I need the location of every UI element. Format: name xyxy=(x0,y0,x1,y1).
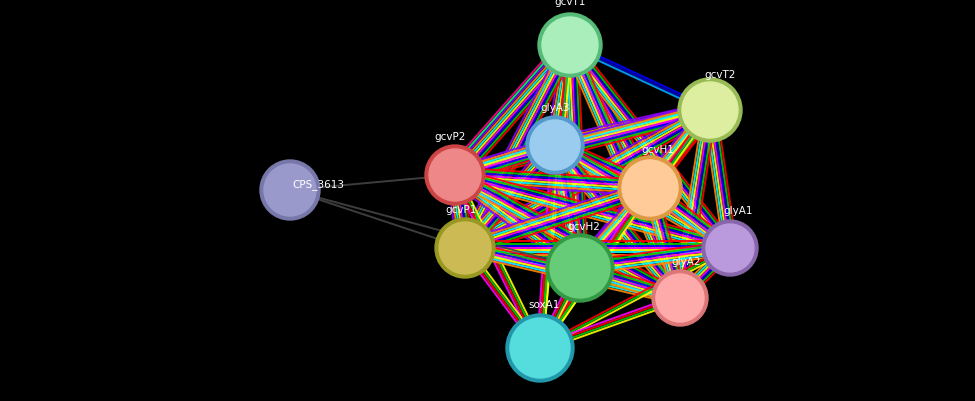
Circle shape xyxy=(652,270,708,326)
Circle shape xyxy=(538,13,602,77)
Text: glyA3: glyA3 xyxy=(540,103,569,113)
Circle shape xyxy=(264,164,316,216)
Circle shape xyxy=(526,116,584,174)
Circle shape xyxy=(702,220,758,276)
Circle shape xyxy=(510,318,570,378)
Text: gcvP2: gcvP2 xyxy=(434,132,466,142)
Text: gcvP1: gcvP1 xyxy=(446,205,477,215)
Circle shape xyxy=(656,274,704,322)
Circle shape xyxy=(429,149,481,201)
Text: gcvH2: gcvH2 xyxy=(567,222,601,232)
Text: glyA1: glyA1 xyxy=(723,206,753,216)
Text: glyA2: glyA2 xyxy=(671,257,701,267)
Circle shape xyxy=(618,156,682,220)
Circle shape xyxy=(435,218,495,278)
Circle shape xyxy=(506,314,574,382)
Text: soxA1: soxA1 xyxy=(528,300,560,310)
Circle shape xyxy=(678,78,742,142)
Circle shape xyxy=(546,234,614,302)
Circle shape xyxy=(542,17,598,73)
Text: gcvT2: gcvT2 xyxy=(704,70,736,80)
Circle shape xyxy=(550,238,610,298)
Circle shape xyxy=(682,82,738,138)
Circle shape xyxy=(425,145,485,205)
Text: gcvH1: gcvH1 xyxy=(642,145,675,155)
Circle shape xyxy=(439,222,491,274)
Text: CPS_3613: CPS_3613 xyxy=(292,179,344,190)
Text: gcvT1: gcvT1 xyxy=(555,0,586,7)
Circle shape xyxy=(260,160,320,220)
Circle shape xyxy=(622,160,678,216)
Circle shape xyxy=(706,224,754,272)
Circle shape xyxy=(530,120,580,170)
